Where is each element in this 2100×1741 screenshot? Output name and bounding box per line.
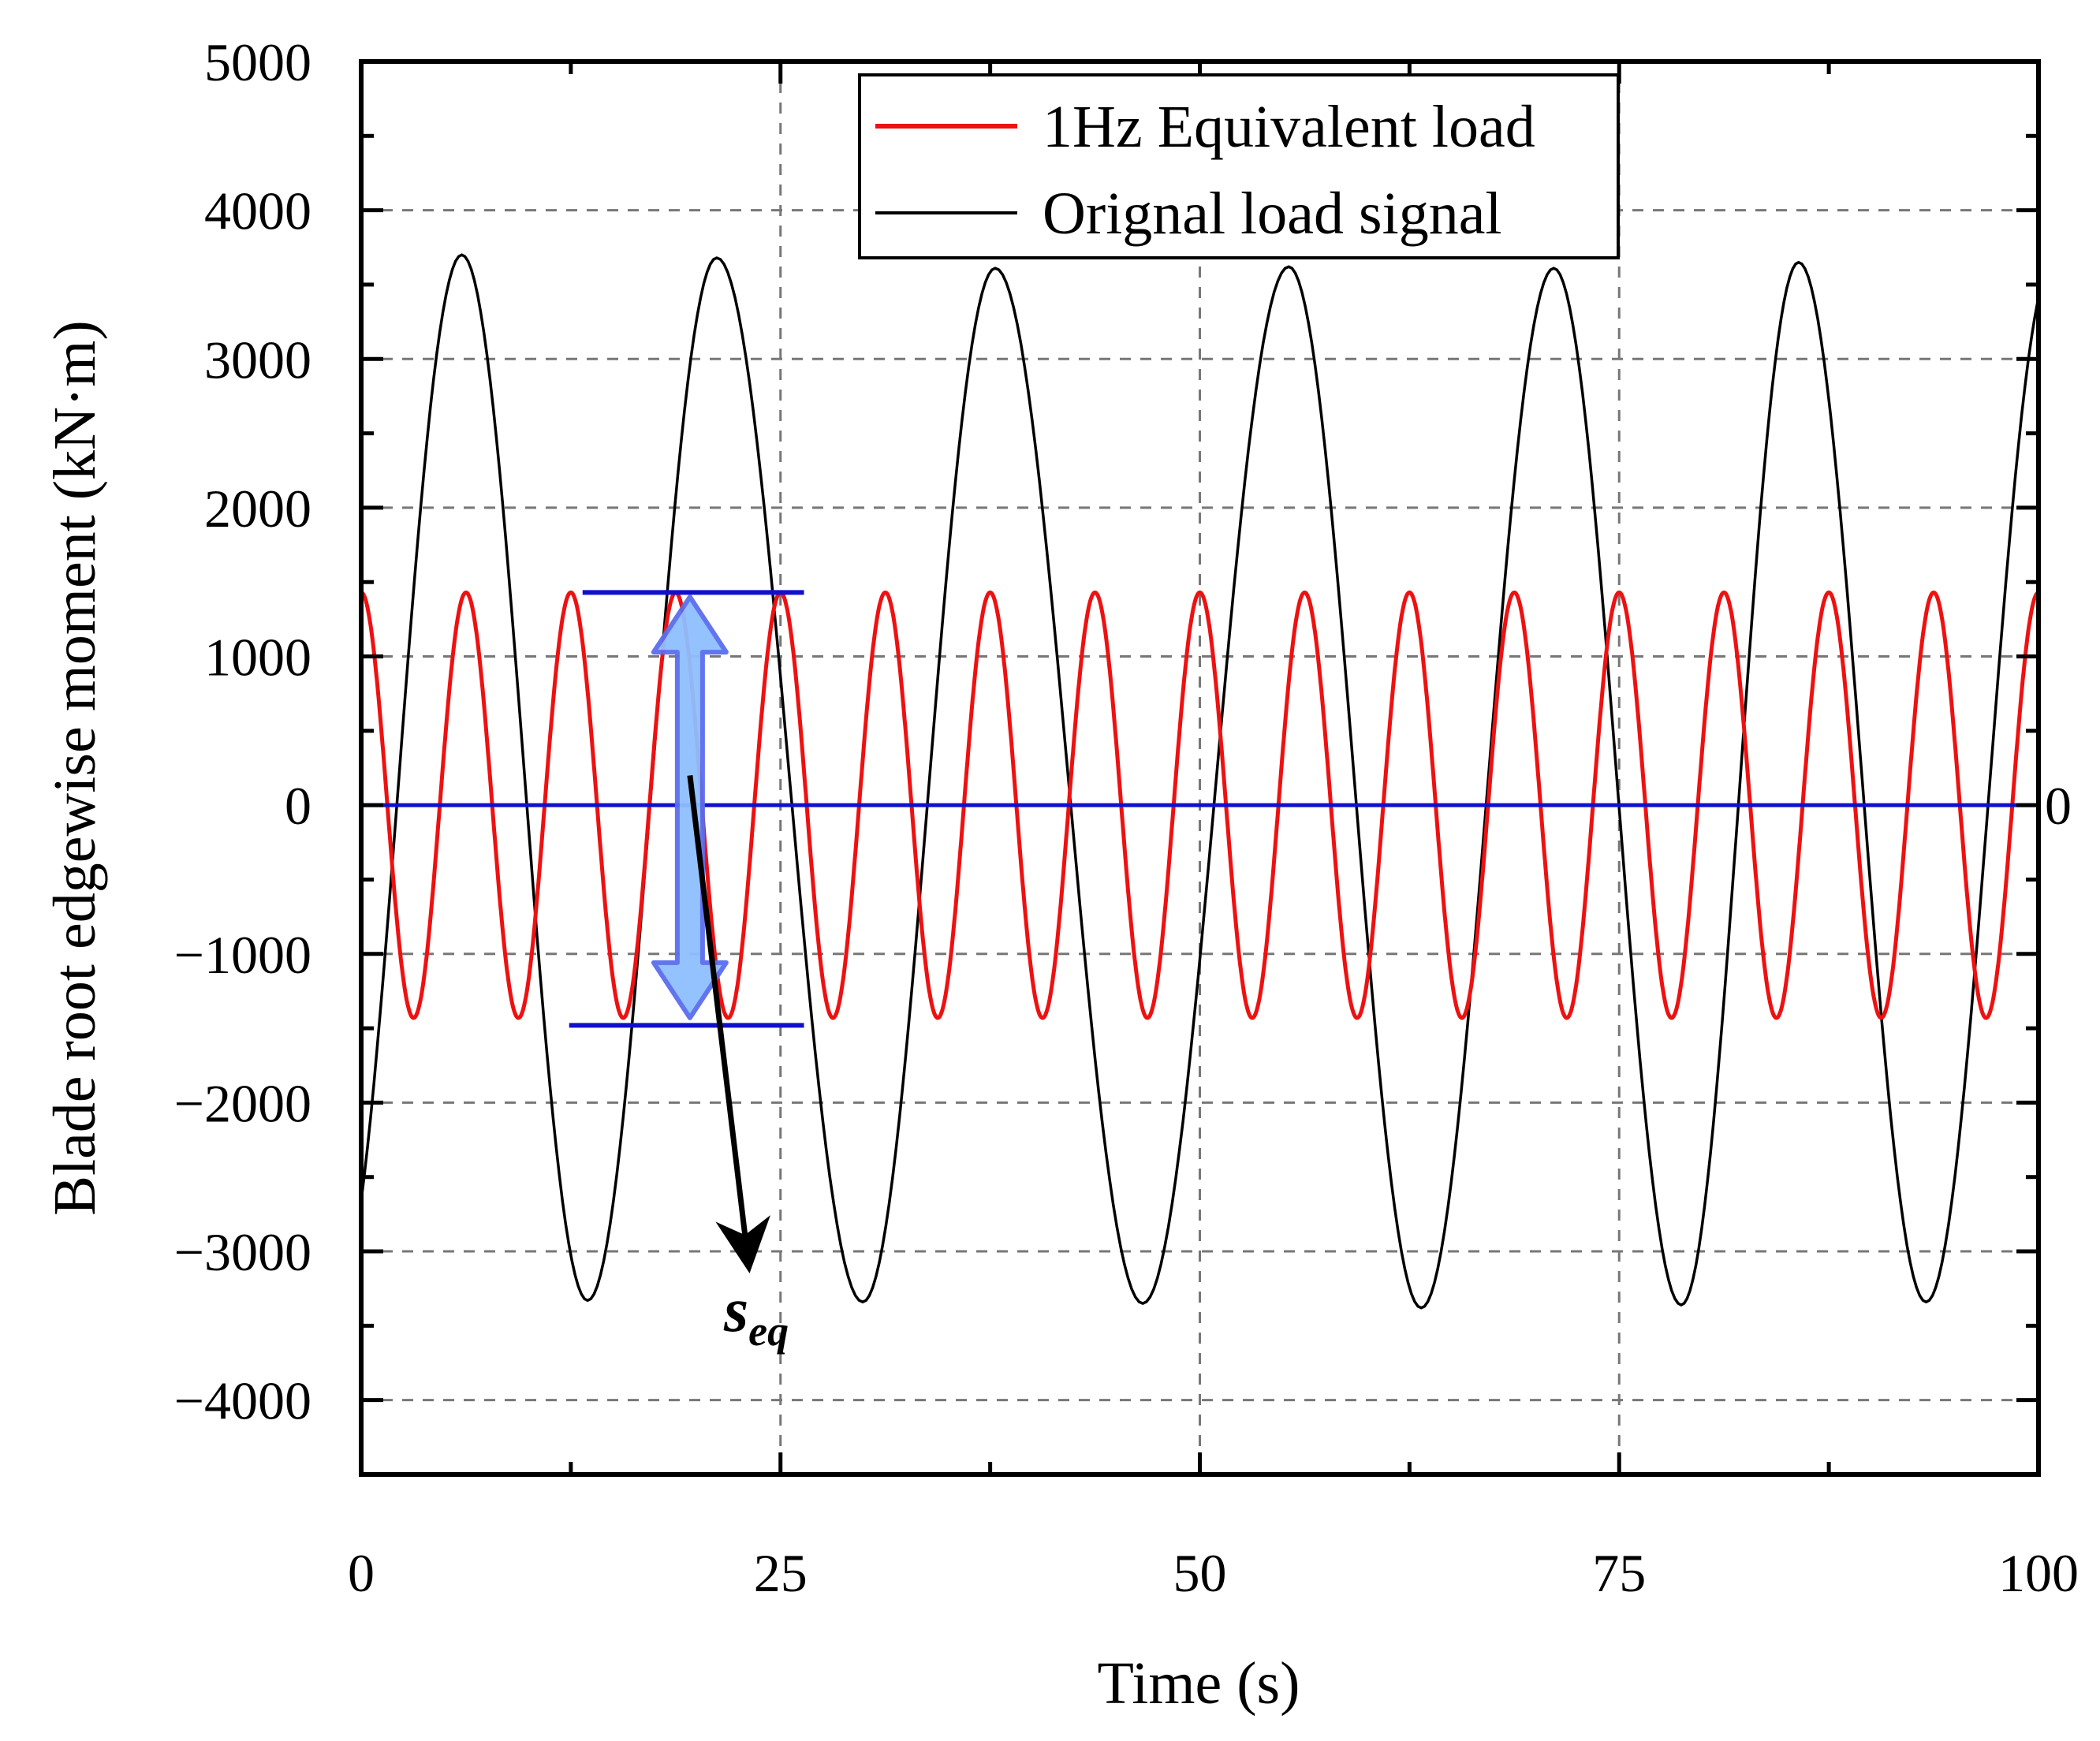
legend-label: Orignal load signal: [1043, 181, 1502, 247]
x-tick-label: 25: [754, 1543, 808, 1603]
x-tick-label: 0: [348, 1543, 375, 1603]
y-tick-label: 5000: [204, 32, 311, 92]
seq-label-subscript: eq: [748, 1307, 789, 1355]
y-tick-label: 4000: [204, 181, 311, 241]
x-tick-label: 50: [1173, 1543, 1227, 1603]
range-double-arrow: [651, 595, 729, 1020]
y-tick-label: 0: [285, 776, 311, 836]
y-tick-label: −2000: [174, 1073, 311, 1133]
x-tick-label: 100: [1998, 1543, 2079, 1603]
x-tick-label: 75: [1592, 1543, 1646, 1603]
y-tick-label: −4000: [174, 1371, 311, 1431]
legend: 1Hz Equivalent load Orignal load signal: [858, 73, 1620, 259]
right-edge-zero-label: 0: [2045, 776, 2072, 836]
y-tick-label: −1000: [174, 925, 311, 985]
annotations: seq 0: [569, 590, 2072, 1355]
y-axis-title: Blade root edgewise moment (kN·m): [42, 320, 108, 1215]
axis-ticks: 0 25 50 75 100 −4000 −3000 −2000 −1000 0 1000 2000 3…: [174, 32, 2079, 1603]
grid-lines: [361, 62, 2038, 1474]
seq-label: seq: [723, 1276, 789, 1355]
y-tick-label: −3000: [174, 1222, 311, 1282]
series-equivalent-load-line: [361, 590, 2038, 1020]
legend-label: 1Hz Equivalent load: [1043, 94, 1535, 160]
x-axis-title: Time (s): [1098, 1650, 1300, 1717]
y-tick-label: 3000: [204, 330, 311, 390]
legend-box: [858, 73, 1620, 259]
y-tick-label: 2000: [204, 479, 311, 539]
label-arrow: [687, 775, 770, 1273]
y-tick-label: 1000: [204, 628, 311, 688]
series-original-load-line: [361, 253, 2038, 1310]
series-layer: [361, 253, 2038, 1310]
